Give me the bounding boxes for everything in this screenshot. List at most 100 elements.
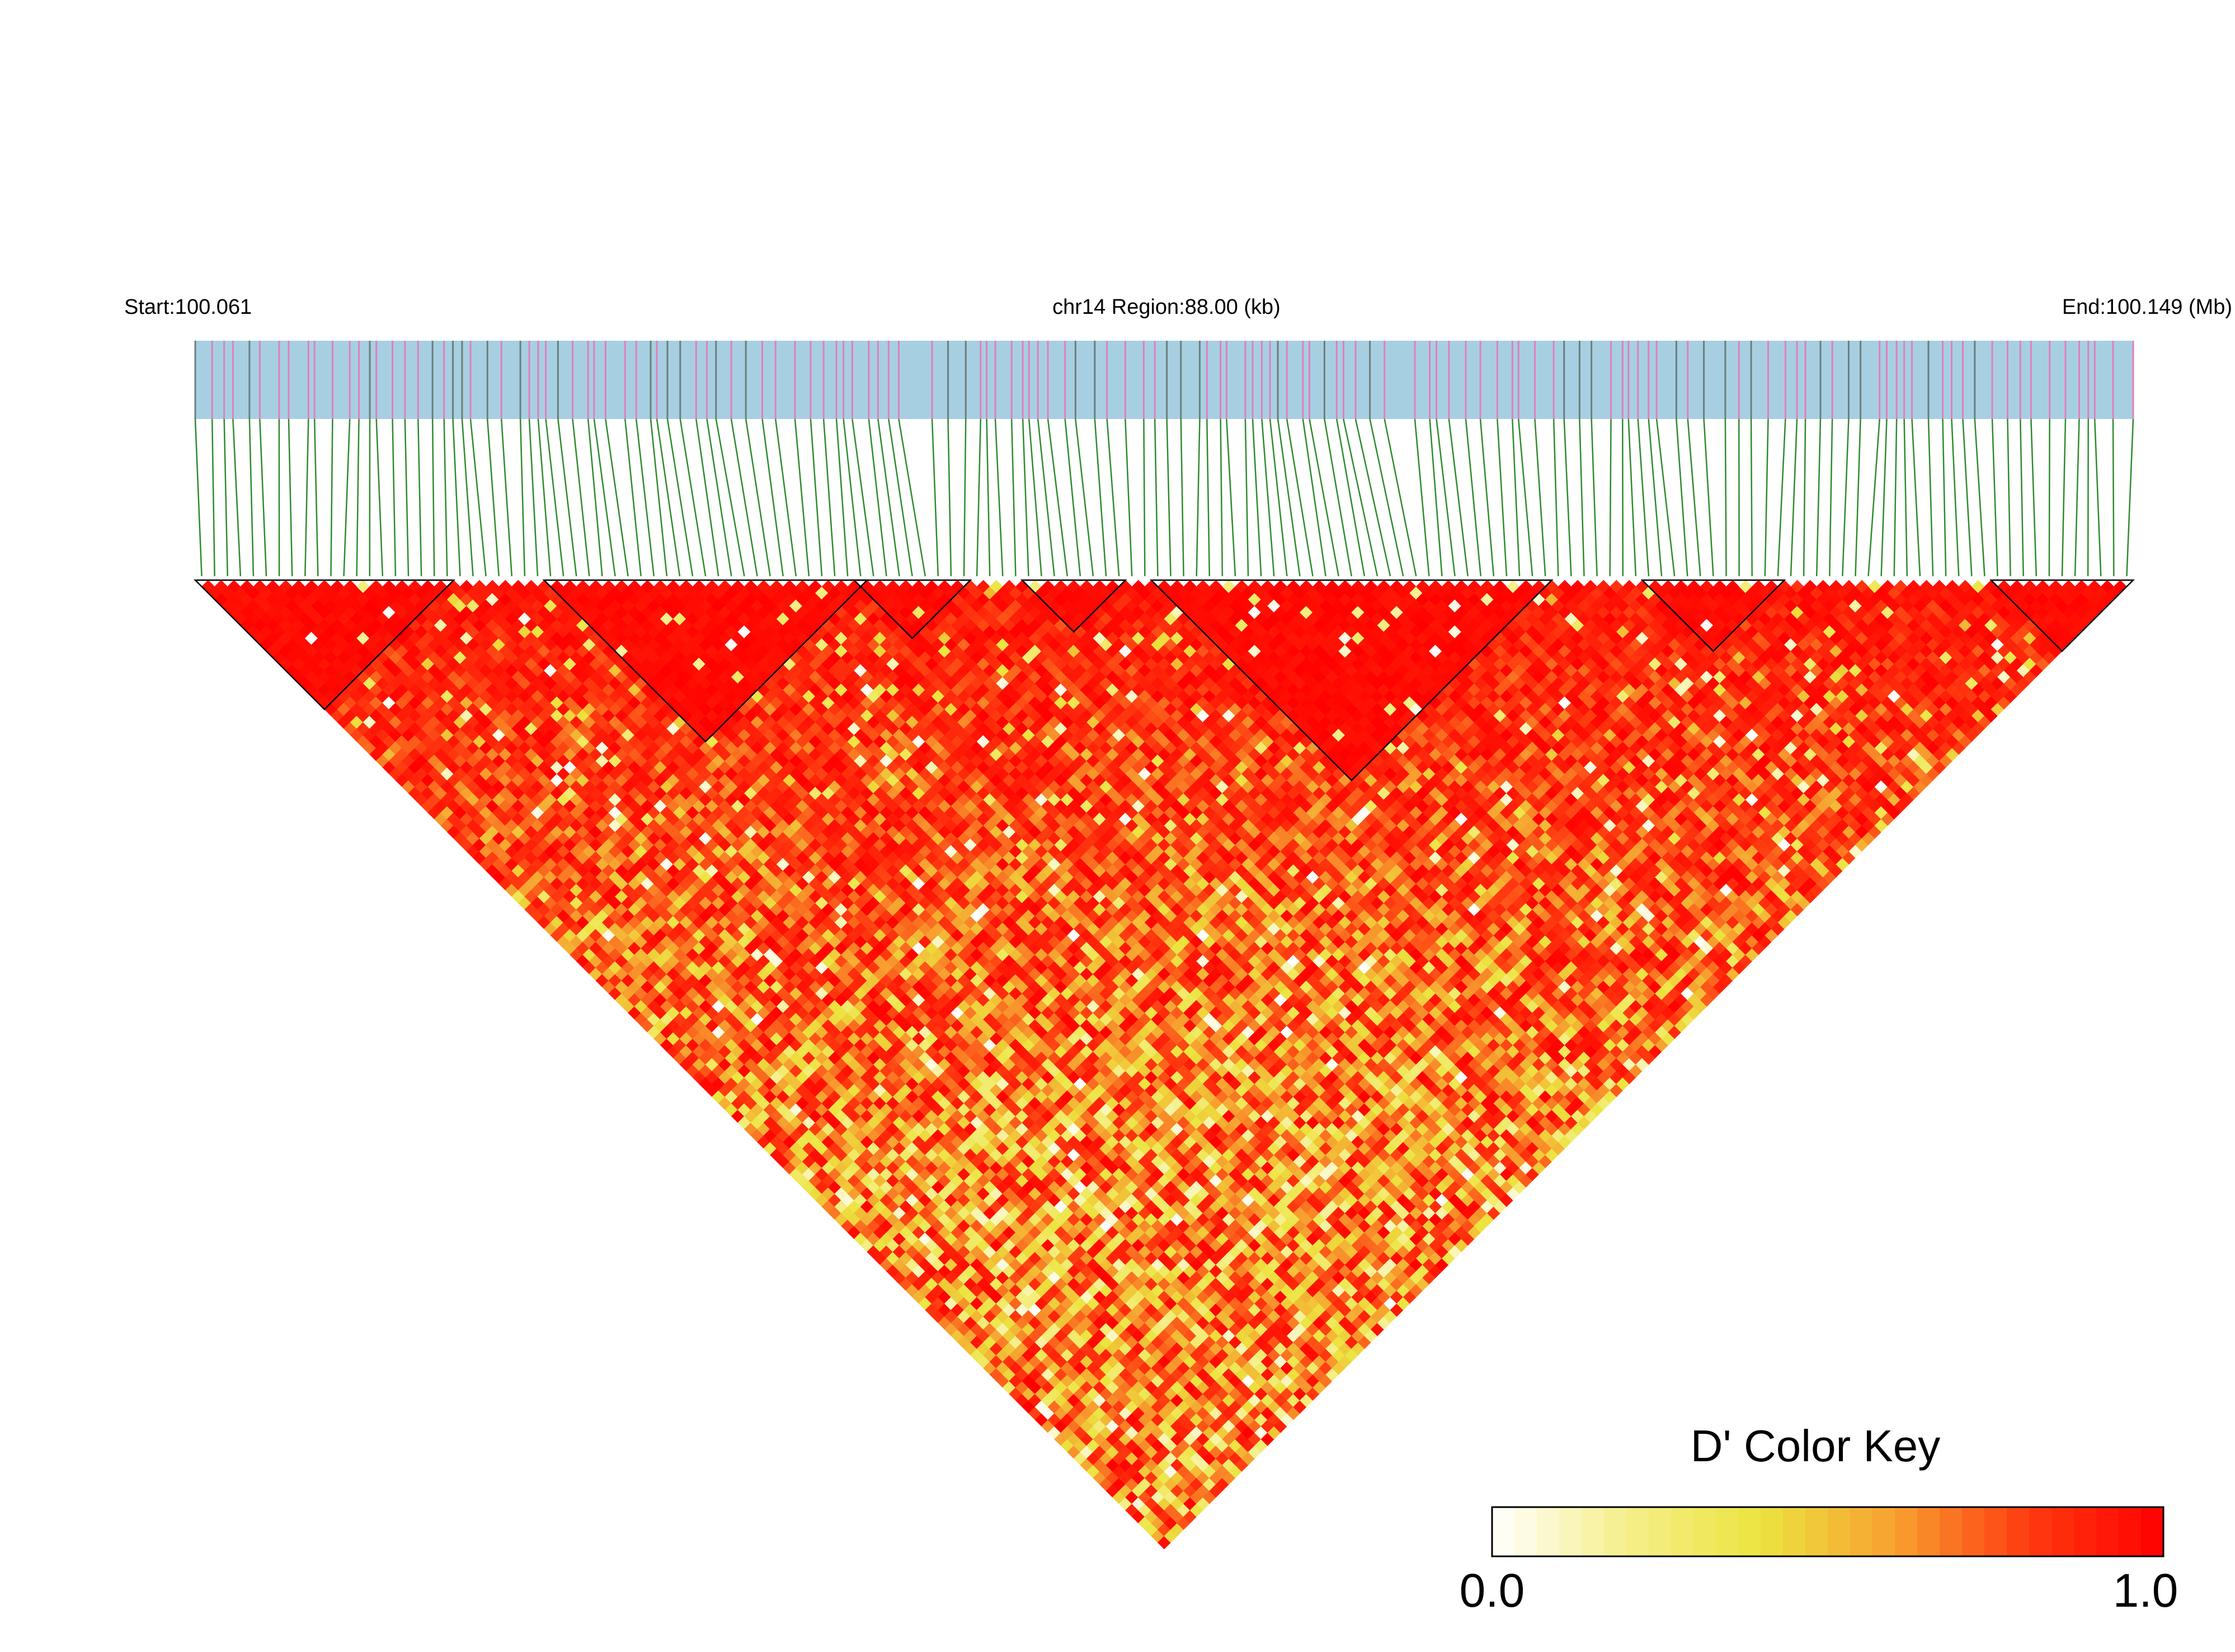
snp-connector (1028, 418, 1042, 577)
snp-connector (528, 418, 539, 577)
snp-connector (330, 418, 333, 577)
snp-connector (443, 418, 448, 577)
snp-connector (2093, 418, 2102, 577)
snp-connector (1124, 418, 1133, 577)
snp-connector (898, 418, 926, 577)
snp-connector (835, 418, 849, 577)
snp-connector (888, 418, 913, 577)
snp-connector (486, 418, 500, 577)
snp-connector (695, 418, 719, 577)
snp-connector (519, 418, 526, 577)
snp-connector (2061, 418, 2067, 577)
snp-connector (1497, 418, 1508, 577)
snp-connector (259, 418, 267, 577)
snp-connector (501, 418, 513, 577)
snp-connector (1687, 418, 1701, 577)
snp-connector (545, 418, 564, 577)
snp-connector (877, 418, 900, 577)
region-label: chr14 Region:88.00 (kb) (1052, 295, 1281, 319)
snp-connector (1047, 418, 1069, 577)
snp-connector (452, 418, 461, 577)
snp-connector (745, 418, 771, 577)
snp-connector (1880, 418, 1888, 577)
snp-connector (232, 418, 242, 577)
snp-connector (1251, 418, 1262, 577)
snp-connector (194, 418, 203, 577)
snp-connector (605, 418, 629, 577)
snp-connector (1579, 418, 1585, 577)
snp-connector (1465, 418, 1482, 577)
snp-connector (1855, 418, 1861, 577)
snp-connector (1951, 418, 1960, 577)
snp-connector (2048, 418, 2050, 577)
gene-track (194, 341, 2134, 419)
snp-connector (1022, 418, 1029, 577)
snp-connector (1075, 418, 1094, 577)
snp-connector (775, 418, 797, 577)
snp-connector (1655, 418, 1676, 577)
snp-connector (1336, 418, 1366, 577)
snp-connector (1286, 418, 1314, 577)
snp-connector (1369, 418, 1404, 577)
snp-connector (1343, 418, 1378, 577)
snp-connector (1143, 418, 1146, 577)
snp-connector (1790, 418, 1798, 577)
snp-connector (994, 418, 1004, 577)
snp-connector (1261, 418, 1275, 577)
snp-connector (223, 418, 228, 577)
snp-connector (1815, 418, 1822, 577)
snp-connector (1206, 418, 1211, 577)
snp-connector (1703, 418, 1714, 577)
snp-connector (1974, 418, 1985, 577)
snp-connector (868, 418, 887, 577)
snp-connector (1609, 418, 1612, 577)
snp-connector (986, 418, 991, 577)
gene-track-bar (195, 341, 2133, 419)
snp-connector (1384, 418, 1417, 577)
end-label: End:100.149 (Mb) (2062, 295, 2232, 319)
snp-connector (1106, 418, 1120, 577)
snp-connector (211, 418, 215, 577)
snp-connector (730, 418, 758, 577)
snp-connector (593, 418, 616, 577)
snp-connector (1094, 418, 1107, 577)
snp-connector (1829, 418, 1833, 577)
snp-connector (1648, 418, 1663, 577)
snp-connector (469, 418, 487, 577)
snp-connector (1962, 418, 1973, 577)
snp-connector (1166, 418, 1171, 577)
snp-connector (1302, 418, 1326, 577)
snp-connector (1436, 418, 1456, 577)
snp-connector (2020, 418, 2024, 577)
snp-connector (947, 418, 952, 577)
snp-connector (343, 418, 351, 577)
snp-connector (851, 418, 874, 577)
snp-connector (431, 418, 435, 577)
snp-connector (1196, 418, 1201, 577)
snp-connector (1244, 418, 1249, 577)
snp-connector (375, 418, 384, 577)
snp-connector (706, 418, 732, 577)
snp-connector (1448, 418, 1469, 577)
snp-connector (572, 418, 590, 577)
snp-connector (313, 418, 319, 577)
snp-connector (404, 418, 410, 577)
snp-connector (1622, 418, 1624, 577)
snp-connector-lines (194, 418, 2134, 577)
snp-connector (1627, 418, 1637, 577)
snp-connector (461, 418, 474, 577)
snp-connector (1563, 418, 1572, 577)
snp-connector (976, 418, 982, 577)
snp-connector (1942, 418, 1947, 577)
snp-connector (1750, 418, 1753, 577)
snp-connector (822, 418, 836, 577)
snp-connector (1518, 418, 1533, 577)
snp-connector (1220, 418, 1224, 577)
snp-connector (1414, 418, 1430, 577)
snp-connector (1903, 418, 1908, 577)
snp-connector (2126, 418, 2134, 577)
snp-connector (810, 418, 823, 577)
snp-connector (1893, 418, 1898, 577)
snp-connector (537, 418, 552, 577)
snp-connector (963, 418, 967, 577)
